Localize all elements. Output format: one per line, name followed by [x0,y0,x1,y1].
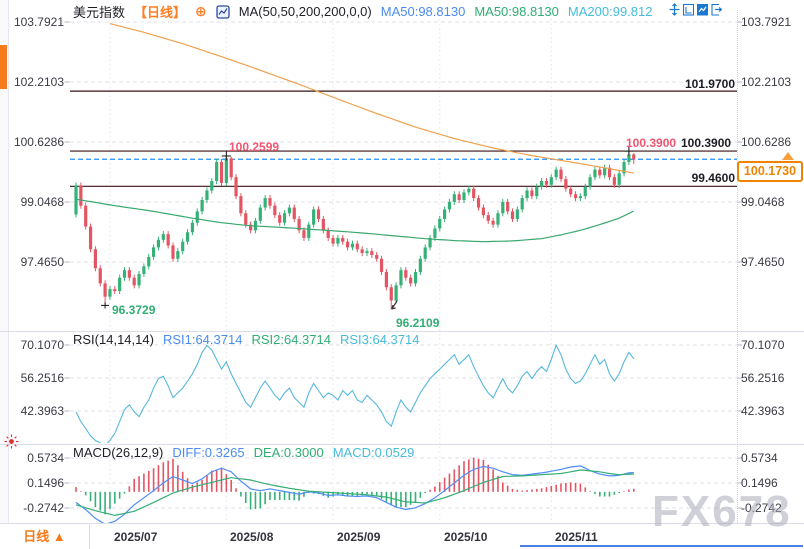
time-scrollbar[interactable] [520,545,803,547]
macd-value: MACD:0.0529 [332,445,415,460]
macd-axis-label: 0.1496 [27,476,64,490]
price-axis-label: 103.7921 [741,15,792,29]
month-label: 2025/10 [444,530,488,544]
current-price-tag: 100.1730 [737,161,803,182]
live-quote-sun-icon [4,434,19,449]
month-label: 2025/07 [114,530,158,544]
price-up-arrow-icon [782,152,794,160]
divider-macd-axis [0,523,804,524]
detach-window-icon[interactable] [711,3,722,16]
chart-header: 美元指数 【日线】 ⊕ MA(50,50,200,200,0,0) MA50:9… [73,2,652,21]
macd-axis-label: 0.5734 [27,451,64,465]
macd-diff-value: DIFF:0.3265 [172,445,245,460]
macd-dea-value: DEA:0.3000 [253,445,324,460]
timeframe-button[interactable]: 日线 ▲ [0,524,90,549]
time-axis-bar [0,524,804,549]
macd-axis-label: 0.5734 [741,451,778,465]
ma50-value-green: MA50:98.8130 [474,4,559,19]
price-axis-label: 100.6286 [741,135,792,149]
swing-low-label: 96.3729 [112,303,156,317]
axis-scale-icon[interactable] [683,3,694,16]
ma50-value-blue: MA50:98.8130 [380,4,466,19]
price-axis-label: 97.4650 [20,255,64,269]
left-orange-marker [0,45,7,89]
chart-style-icon[interactable] [216,4,230,19]
rsi-axis-label: 70.1070 [20,338,64,352]
price-axis-label: 102.2103 [741,75,792,89]
month-label: 2025/08 [230,530,274,544]
support-level-label: 99.4600 [691,171,735,185]
swing-low-label: 96.2109 [396,316,440,330]
divider-main-rsi [0,331,804,332]
rsi3-value: RSI3:64.3714 [339,332,420,347]
right-axis-border [737,10,738,523]
ma-settings-label: MA(50,50,200,200,0,0) [238,4,372,19]
rsi-axis-label: 42.3963 [20,404,64,418]
timeframe-label: 【日线】 [134,5,187,20]
rsi-axis-label: 70.1070 [741,338,785,352]
month-label: 2025/09 [337,530,381,544]
divider-rsi-macd [0,444,804,445]
pan-tool-icon[interactable] [669,3,680,16]
price-axis-label: 97.4650 [741,255,785,269]
instrument-title: 美元指数 [73,5,126,20]
resistance-level-label: 101.9700 [684,77,735,91]
rsi-axis-label: 56.2516 [20,371,64,385]
price-axis-label: 99.0468 [741,195,785,209]
macd-header: MACD(26,12,9) DIFF:0.3265 DEA:0.3000 MAC… [73,445,414,460]
macd-settings-label: MACD(26,12,9) [73,445,164,460]
rsi-settings-label: RSI(14,14,14) [73,332,154,347]
price-axis-label: 100.6286 [13,135,64,149]
chart-toolbar [669,3,722,16]
rsi-axis-label: 42.3963 [741,404,785,418]
resistance-level-label: 100.3900 [681,136,732,150]
price-axis-label: 102.2103 [13,75,64,89]
swing-high-label: 100.2599 [229,140,280,154]
trendline-price-label: 100.3900 [626,136,677,150]
ma200-value: MA200:99.812 [567,4,653,19]
month-label: 2025/11 [555,530,598,544]
price-axis-label: 99.0468 [20,195,64,209]
macd-axis-label: -0.2742 [23,501,64,515]
macd-axis-label: -0.2742 [741,501,782,515]
rsi1-value: RSI1:64.3714 [162,332,243,347]
macd-axis-label: 0.1496 [741,476,778,490]
rsi-header: RSI(14,14,14) RSI1:64.3714 RSI2:64.3714 … [73,332,419,347]
rsi-axis-label: 56.2516 [741,371,785,385]
add-indicator-icon[interactable]: ⊕ [195,3,207,19]
left-side-strip [0,0,9,549]
rsi2-value: RSI2:64.3714 [251,332,331,347]
chart-type-active-icon[interactable] [697,3,708,16]
price-axis-label: 103.7921 [13,15,64,29]
